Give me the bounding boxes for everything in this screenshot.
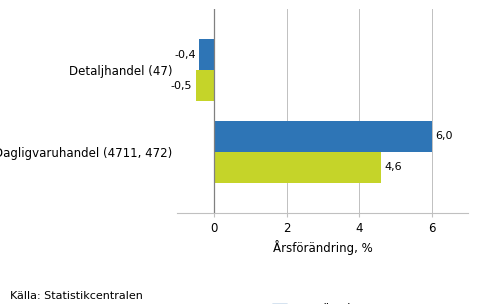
Text: 4,6: 4,6	[385, 162, 402, 172]
X-axis label: Årsförändring, %: Årsförändring, %	[273, 240, 373, 255]
Text: Källa: Statistikcentralen: Källa: Statistikcentralen	[10, 291, 143, 301]
Text: -0,5: -0,5	[171, 81, 192, 91]
Text: -0,4: -0,4	[174, 50, 196, 60]
Text: 6,0: 6,0	[436, 131, 453, 141]
Legend: Omsättning, Försäljningsvolym: Omsättning, Försäljningsvolym	[268, 298, 407, 304]
Bar	[199, 39, 214, 70]
Bar	[214, 121, 432, 152]
Bar	[214, 152, 381, 183]
Bar	[196, 70, 214, 101]
